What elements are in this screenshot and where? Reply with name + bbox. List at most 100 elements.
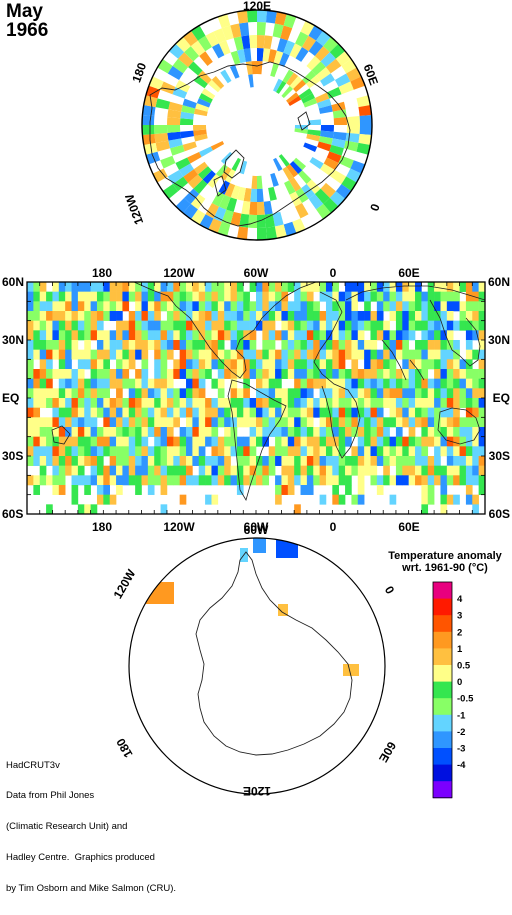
grid-cell xyxy=(167,117,181,125)
grid-cell xyxy=(205,427,212,437)
grid-cell xyxy=(147,388,155,399)
grid-cell xyxy=(192,369,200,379)
grid-cell xyxy=(103,436,110,447)
grid-cell xyxy=(205,398,212,408)
grid-cell xyxy=(141,446,149,457)
grid-cell xyxy=(478,417,485,428)
grid-cell xyxy=(313,398,320,408)
grid-cell xyxy=(319,349,327,360)
grid-cell xyxy=(338,398,346,408)
grid-cell xyxy=(90,349,98,360)
grid-cell xyxy=(122,398,130,408)
grid-cell xyxy=(402,388,409,399)
grid-cell xyxy=(230,301,238,312)
grid-cell xyxy=(383,378,390,389)
grid-cell xyxy=(153,125,168,134)
south-polar-map: 60W 120W 0 180 60E 120E xyxy=(111,523,399,798)
grid-cell xyxy=(236,10,249,24)
grid-cell xyxy=(332,427,339,437)
grid-cell xyxy=(249,330,257,341)
grid-cell xyxy=(71,446,79,457)
grid-cell xyxy=(376,388,384,399)
figure: May 1966 120E 60E 180 0 120W xyxy=(2,0,510,894)
grid-cell xyxy=(217,349,225,360)
grid-cell xyxy=(71,349,79,360)
grid-cell xyxy=(239,160,248,175)
grid-cell xyxy=(58,398,66,408)
grid-cell xyxy=(230,359,238,370)
grid-cell xyxy=(230,185,241,200)
grid-cell xyxy=(211,311,219,321)
grid-cell xyxy=(318,105,333,114)
grid-cell xyxy=(282,166,294,181)
grid-cell xyxy=(27,311,34,321)
grid-cell xyxy=(52,320,60,331)
grid-cell xyxy=(275,456,282,466)
grid-cell xyxy=(205,311,212,321)
grid-cell xyxy=(351,494,359,505)
grid-cell xyxy=(198,291,206,302)
grid-cell xyxy=(109,427,117,437)
world-ticks xyxy=(26,281,486,515)
grid-cell xyxy=(192,282,200,292)
grid-cell xyxy=(128,282,136,292)
grid-cell xyxy=(27,407,34,418)
grid-cell xyxy=(205,31,219,48)
grid-cell xyxy=(103,359,110,370)
grid-cell xyxy=(173,456,180,466)
grid-cell xyxy=(325,320,333,331)
grid-cell xyxy=(389,330,397,341)
grid-cell xyxy=(135,398,142,408)
grid-cell xyxy=(319,456,327,466)
grid-cell xyxy=(295,47,309,62)
grid-cell xyxy=(186,320,193,331)
grid-cell xyxy=(147,291,155,302)
grid-cell xyxy=(96,456,104,466)
grid-cell xyxy=(182,98,197,109)
grid-cell xyxy=(389,398,397,408)
grid-cell xyxy=(402,359,409,370)
grid-cell xyxy=(224,407,231,418)
grid-cell xyxy=(184,46,200,62)
grid-cell xyxy=(230,291,238,302)
grid-cell xyxy=(415,311,422,321)
grid-cell xyxy=(395,398,403,408)
grid-cell xyxy=(440,311,448,321)
grid-cell xyxy=(307,119,322,125)
grid-cell xyxy=(166,436,174,447)
grid-cell xyxy=(376,427,384,437)
grid-cell xyxy=(109,291,117,302)
grid-cell xyxy=(46,456,53,466)
grid-cell xyxy=(408,388,416,399)
grid-cell xyxy=(282,69,294,84)
grid-cell xyxy=(389,311,397,321)
grid-cell xyxy=(147,456,155,466)
grid-cell xyxy=(427,311,435,321)
grid-cell xyxy=(39,378,47,389)
grid-cell xyxy=(268,446,276,457)
grid-cell xyxy=(402,330,409,341)
grid-cell xyxy=(84,407,91,418)
grid-cell xyxy=(179,436,187,447)
grid-cell xyxy=(356,142,372,156)
grid-cell xyxy=(249,465,257,476)
legend-title-block: Temperature anomaly wrt. 1961-90 (°C) xyxy=(380,550,510,574)
grid-cell xyxy=(383,282,390,292)
grid-cell xyxy=(325,311,333,321)
grid-cell xyxy=(65,388,72,399)
grid-cell xyxy=(160,504,168,514)
grid-cell xyxy=(52,340,60,350)
grid-cell xyxy=(249,282,257,292)
grid-cell xyxy=(294,504,301,514)
grid-cell xyxy=(357,378,365,389)
grid-cell xyxy=(198,436,206,447)
grid-cell xyxy=(376,282,384,292)
grid-cell xyxy=(135,349,142,360)
grid-cell xyxy=(257,227,268,240)
grid-cell xyxy=(230,436,238,447)
grid-cell xyxy=(205,494,212,505)
grid-cell xyxy=(154,340,161,350)
grid-cell xyxy=(262,417,270,428)
legend-tick-label: 2 xyxy=(457,627,462,638)
grid-cell xyxy=(332,282,339,292)
